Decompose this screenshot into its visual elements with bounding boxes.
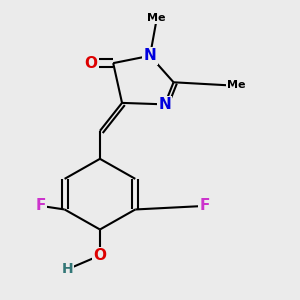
Text: N: N <box>144 48 156 63</box>
Text: Me: Me <box>147 14 165 23</box>
Text: H: H <box>62 262 74 276</box>
Text: Me: Me <box>226 80 245 90</box>
Text: N: N <box>158 97 171 112</box>
Text: O: O <box>85 56 98 70</box>
Text: F: F <box>199 198 210 213</box>
Text: O: O <box>93 248 106 263</box>
Text: F: F <box>36 198 46 213</box>
